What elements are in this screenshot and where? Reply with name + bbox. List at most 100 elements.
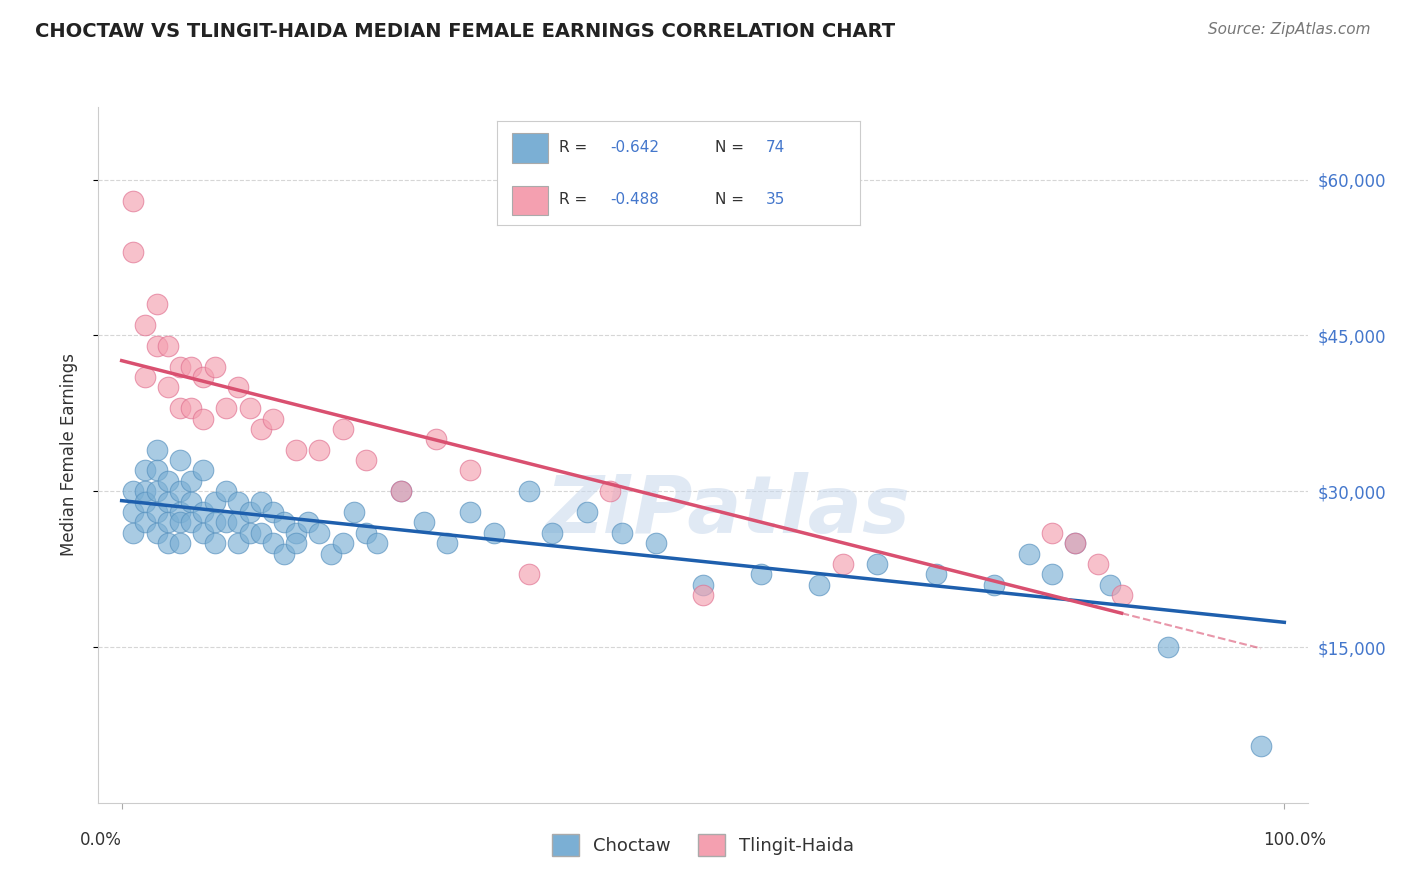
Point bbox=[134, 494, 156, 508]
Point bbox=[1157, 640, 1180, 654]
Point bbox=[413, 516, 436, 530]
Point bbox=[157, 474, 180, 488]
Point bbox=[1040, 525, 1063, 540]
Point bbox=[239, 505, 262, 519]
Point bbox=[366, 536, 388, 550]
Point bbox=[285, 442, 308, 457]
Point bbox=[599, 484, 621, 499]
Point bbox=[425, 433, 447, 447]
Point bbox=[145, 297, 167, 311]
Point bbox=[831, 557, 853, 571]
Point bbox=[204, 516, 226, 530]
Point bbox=[122, 245, 145, 260]
Point bbox=[1111, 588, 1133, 602]
Point bbox=[157, 516, 180, 530]
Point bbox=[808, 578, 831, 592]
Point bbox=[169, 453, 191, 467]
Point bbox=[145, 442, 167, 457]
Text: ZIPatlas: ZIPatlas bbox=[544, 472, 910, 549]
Point bbox=[273, 547, 295, 561]
Point bbox=[191, 370, 214, 384]
Point bbox=[273, 516, 295, 530]
Point bbox=[1087, 557, 1109, 571]
Point bbox=[250, 422, 273, 436]
Point bbox=[1098, 578, 1121, 592]
Point bbox=[436, 536, 458, 550]
Point bbox=[204, 494, 226, 508]
Point bbox=[180, 494, 202, 508]
Y-axis label: Median Female Earnings: Median Female Earnings bbox=[59, 353, 77, 557]
Point bbox=[169, 516, 191, 530]
Point bbox=[866, 557, 889, 571]
Point bbox=[354, 525, 377, 540]
Point bbox=[180, 401, 202, 416]
Point bbox=[239, 525, 262, 540]
Point bbox=[389, 484, 412, 499]
Point bbox=[1064, 536, 1087, 550]
Point bbox=[215, 401, 238, 416]
Point bbox=[389, 484, 412, 499]
Point bbox=[180, 474, 202, 488]
Point bbox=[226, 516, 249, 530]
Point bbox=[262, 536, 284, 550]
Point bbox=[575, 505, 598, 519]
Point bbox=[122, 484, 145, 499]
Point bbox=[262, 505, 284, 519]
Point bbox=[924, 567, 946, 582]
Point bbox=[749, 567, 772, 582]
Point bbox=[692, 588, 714, 602]
Point bbox=[169, 505, 191, 519]
Point bbox=[354, 453, 377, 467]
Point bbox=[285, 536, 308, 550]
Point bbox=[517, 567, 540, 582]
Point bbox=[319, 547, 342, 561]
Point bbox=[1250, 739, 1272, 753]
Point bbox=[250, 525, 273, 540]
Point bbox=[1064, 536, 1087, 550]
Point bbox=[983, 578, 1005, 592]
Point bbox=[204, 359, 226, 374]
Point bbox=[239, 401, 262, 416]
Point bbox=[191, 411, 214, 425]
Point bbox=[645, 536, 668, 550]
Point bbox=[122, 505, 145, 519]
Point bbox=[145, 505, 167, 519]
Point bbox=[285, 525, 308, 540]
Point bbox=[226, 494, 249, 508]
Point bbox=[262, 411, 284, 425]
Point bbox=[250, 494, 273, 508]
Point bbox=[191, 463, 214, 477]
Point bbox=[169, 484, 191, 499]
Point bbox=[204, 536, 226, 550]
Point bbox=[145, 463, 167, 477]
Point bbox=[134, 516, 156, 530]
Point bbox=[145, 484, 167, 499]
Point bbox=[157, 380, 180, 394]
Point bbox=[460, 463, 482, 477]
Point bbox=[134, 484, 156, 499]
Point bbox=[169, 359, 191, 374]
Point bbox=[122, 194, 145, 208]
Text: 100.0%: 100.0% bbox=[1263, 830, 1326, 848]
Text: CHOCTAW VS TLINGIT-HAIDA MEDIAN FEMALE EARNINGS CORRELATION CHART: CHOCTAW VS TLINGIT-HAIDA MEDIAN FEMALE E… bbox=[35, 22, 896, 41]
Point bbox=[332, 536, 354, 550]
Point bbox=[180, 359, 202, 374]
Point bbox=[134, 318, 156, 332]
Point bbox=[215, 516, 238, 530]
Point bbox=[122, 525, 145, 540]
Point bbox=[157, 536, 180, 550]
Point bbox=[134, 370, 156, 384]
Point bbox=[226, 380, 249, 394]
Point bbox=[169, 401, 191, 416]
Point bbox=[191, 505, 214, 519]
Point bbox=[145, 525, 167, 540]
Point bbox=[215, 484, 238, 499]
Point bbox=[343, 505, 366, 519]
Point bbox=[460, 505, 482, 519]
Point bbox=[517, 484, 540, 499]
Point bbox=[157, 494, 180, 508]
Point bbox=[540, 525, 562, 540]
Point bbox=[145, 339, 167, 353]
Point bbox=[157, 339, 180, 353]
Point bbox=[134, 463, 156, 477]
